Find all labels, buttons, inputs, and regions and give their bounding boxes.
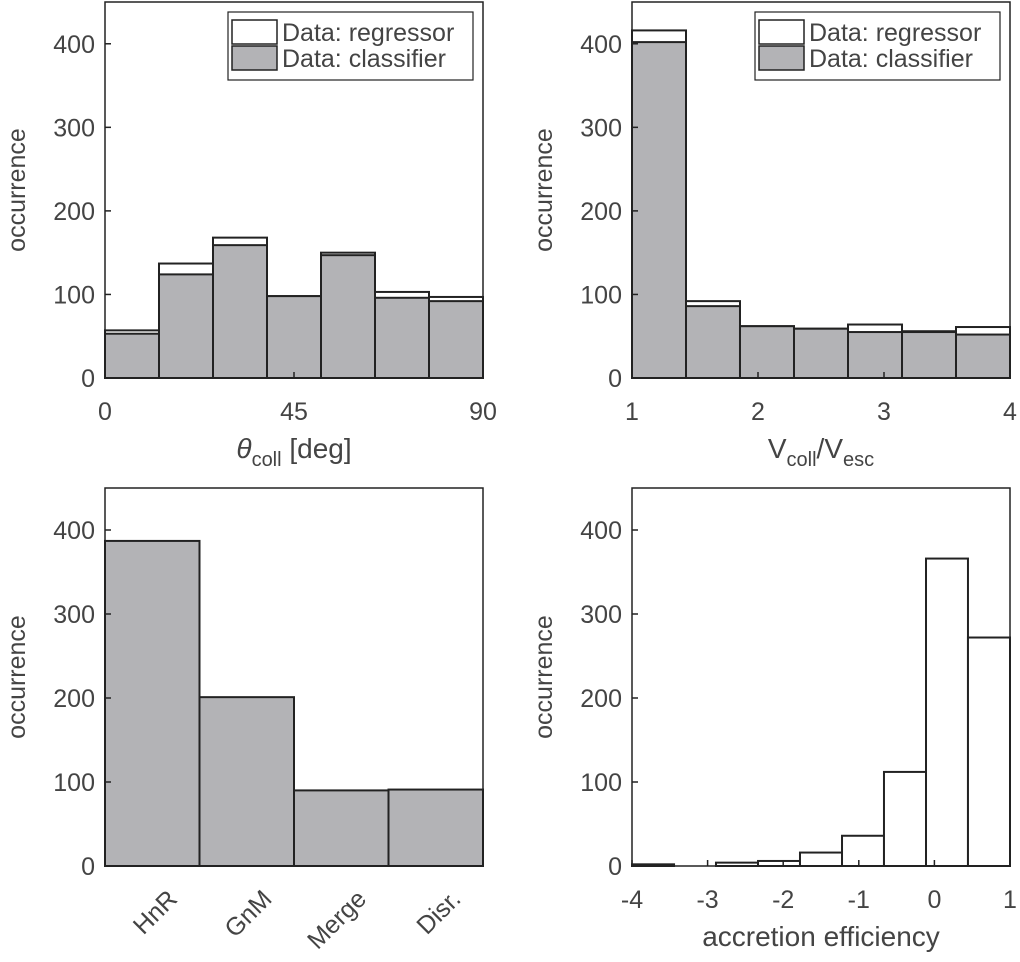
- y-tick-label: 200: [580, 198, 622, 226]
- bar: [265, 295, 323, 380]
- y-tick-label: 0: [608, 365, 622, 393]
- x-tick-label: -4: [621, 886, 643, 914]
- bar: [901, 331, 957, 379]
- x-label-part: esc: [843, 449, 874, 471]
- x-axis-label: Vcoll/Vesc: [768, 433, 874, 471]
- x-tick-label: 0: [927, 886, 941, 914]
- x-tick-label: -1: [848, 886, 870, 914]
- bar: [847, 331, 904, 379]
- bar: [157, 273, 214, 379]
- bar: [104, 539, 201, 867]
- y-axis-label: occurrence: [530, 615, 558, 739]
- bar: [757, 859, 801, 868]
- x-axis-label: θcoll [deg]: [236, 433, 351, 471]
- y-tick-label: 300: [53, 601, 95, 629]
- x-tick-label: 0: [98, 398, 112, 426]
- x-tick-label: Merge: [302, 885, 372, 955]
- x-label-part: /V: [817, 433, 844, 464]
- bar: [211, 244, 268, 379]
- x-label-part: θ: [236, 433, 251, 464]
- bar: [631, 41, 688, 380]
- x-label-part: coll: [252, 449, 282, 471]
- axes-box: [631, 1, 1011, 379]
- x-tick-label: 2: [751, 398, 765, 426]
- y-tick-label: 200: [580, 685, 622, 713]
- x-tick-label: GnM: [219, 885, 277, 943]
- y-tick-label: 0: [608, 853, 622, 881]
- y-tick-label: 300: [580, 114, 622, 142]
- y-tick-label: 0: [81, 853, 95, 881]
- x-label-part: accretion efficiency: [702, 921, 940, 952]
- y-tick-label: 0: [81, 365, 95, 393]
- x-label-part: [deg]: [282, 433, 352, 464]
- bar: [104, 332, 160, 379]
- bar: [374, 296, 431, 379]
- y-tick-label: 400: [580, 31, 622, 59]
- legend-swatch: [758, 19, 805, 45]
- x-tick-label: 3: [877, 398, 891, 426]
- legend-label: Data: regressor: [282, 19, 454, 47]
- y-tick-label: 300: [580, 601, 622, 629]
- axes-box: [104, 1, 484, 379]
- x-tick-label: 1: [1003, 886, 1017, 914]
- x-tick-label: Disr.: [411, 885, 466, 940]
- axes-box: [104, 487, 484, 867]
- legend-swatch: [231, 19, 278, 45]
- x-tick-label: 1: [625, 398, 639, 426]
- x-tick-label: 45: [280, 398, 308, 426]
- x-axis-label: accretion efficiency: [702, 921, 940, 952]
- x-tick-label: 90: [469, 398, 497, 426]
- bar: [685, 305, 741, 379]
- y-axis-label: occurrence: [3, 615, 31, 739]
- x-label-part: V: [768, 433, 787, 464]
- legend-label: Data: classifier: [809, 45, 973, 73]
- x-tick-label: -2: [772, 886, 794, 914]
- legend-label: Data: classifier: [282, 45, 446, 73]
- bar: [792, 327, 850, 379]
- y-axis-label: occurrence: [530, 128, 558, 252]
- axes-box: [631, 487, 1011, 867]
- bar: [387, 788, 484, 867]
- y-axis-label: occurrence: [3, 128, 31, 252]
- legend-label: Data: regressor: [809, 19, 981, 47]
- bar: [925, 557, 969, 867]
- bar: [738, 325, 795, 379]
- y-tick-label: 200: [53, 198, 95, 226]
- bar: [428, 300, 485, 379]
- y-tick-label: 400: [580, 517, 622, 545]
- bar: [198, 696, 295, 867]
- legend-swatch: [758, 45, 805, 71]
- x-label-part: coll: [787, 449, 817, 471]
- y-tick-label: 100: [580, 769, 622, 797]
- y-tick-label: 100: [53, 281, 95, 309]
- x-tick-label: HnR: [128, 885, 183, 940]
- y-tick-label: 100: [580, 281, 622, 309]
- y-tick-label: 300: [53, 114, 95, 142]
- y-tick-label: 100: [53, 769, 95, 797]
- y-tick-label: 400: [53, 517, 95, 545]
- x-tick-label: 4: [1003, 398, 1017, 426]
- bar: [798, 851, 844, 867]
- legend-swatch: [231, 45, 278, 71]
- bar: [954, 333, 1011, 380]
- y-tick-label: 400: [53, 31, 95, 59]
- bar: [882, 770, 928, 867]
- bar: [293, 789, 390, 868]
- bar: [966, 636, 1011, 868]
- bar: [841, 834, 885, 868]
- y-tick-label: 200: [53, 685, 95, 713]
- bar: [320, 254, 377, 380]
- x-tick-label: -3: [696, 886, 718, 914]
